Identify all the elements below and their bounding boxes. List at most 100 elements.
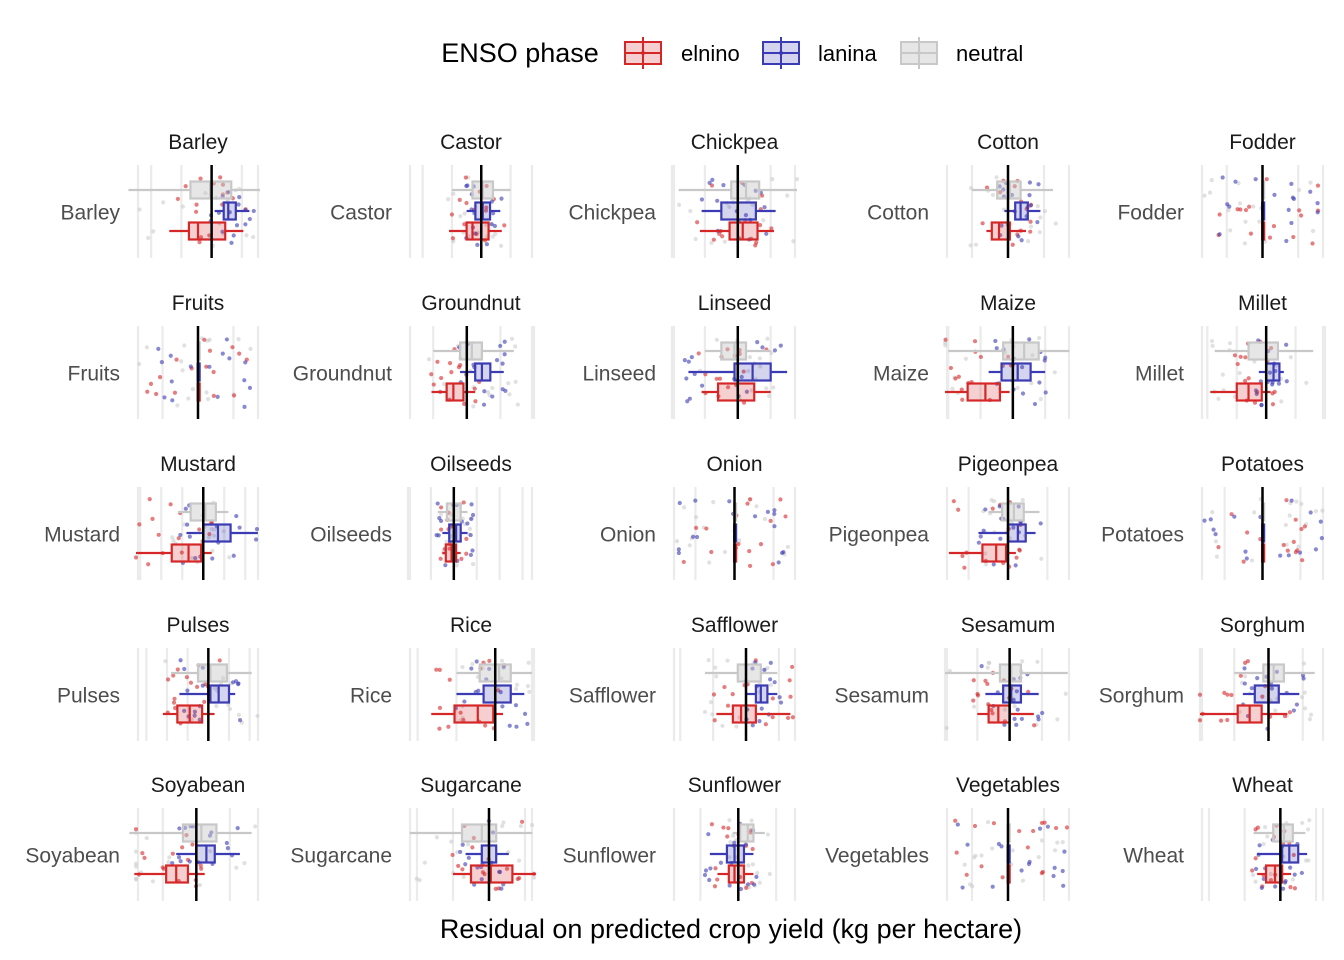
facet-groundnut: Groundnut Groundnut [293,292,536,419]
jitter-point-lanina [682,358,687,363]
jitter-point-lanina [1269,686,1274,691]
jitter-point-lanina [743,213,749,218]
jitter-point-neutral [144,835,149,841]
box-lanina [214,201,250,221]
jitter-point-elnino [1028,219,1033,224]
jitter-point-elnino [137,522,142,527]
jitter-point-lanina [1032,401,1038,407]
jitter-point-lanina [983,507,988,512]
jitter-point-elnino [1248,231,1254,236]
jitter-point-lanina [1255,676,1260,681]
jitter-point-neutral [167,855,172,860]
jitter-point-neutral [499,658,505,663]
facet-strip-label: Sesamum [961,614,1056,637]
jitter-point-elnino [204,364,209,369]
jitter-point-elnino [985,681,990,687]
jitter-point-lanina [487,666,492,672]
jitter-point-lanina [1313,547,1319,552]
jitter-point-lanina [1052,865,1057,870]
jitter-point-neutral [750,202,755,207]
jitter-point-neutral [531,875,537,880]
jitter-point-lanina [463,862,468,867]
jitter-point-lanina [1272,192,1277,198]
jitter-point-elnino [1232,353,1238,358]
jitter-point-elnino [1053,825,1059,831]
jitter-point-elnino [1031,723,1037,728]
jitter-point-elnino [783,514,788,519]
jitter-point-elnino [964,872,969,877]
jitter-point-lanina [500,387,505,392]
jitter-point-lanina [981,528,986,533]
jitter-point-neutral [461,874,466,880]
jitter-point-elnino [450,852,455,858]
box-neutral [171,663,252,683]
jitter-point-lanina [1036,182,1041,187]
jitter-point-elnino [1252,400,1258,405]
jitter-point-neutral [133,849,139,854]
jitter-point-neutral [507,392,512,397]
jitter-point-elnino [694,525,699,530]
jitter-point-lanina [489,222,494,227]
jitter-point-lanina [513,703,519,708]
jitter-point-elnino [438,505,444,510]
jitter-point-lanina [1233,179,1238,184]
facet-y-label: Pulses [57,685,120,708]
jitter-point-elnino [194,684,200,689]
jitter-point-lanina [235,826,240,831]
jitter-point-lanina [525,721,530,726]
jitter-point-neutral [426,357,432,362]
facet-wheat: Wheat Wheat [1123,774,1325,901]
jitter-point-lanina [469,666,474,671]
jitter-point-lanina [499,886,504,891]
jitter-point-neutral [209,527,214,532]
jitter-point-elnino [207,233,212,238]
jitter-point-neutral [1237,371,1242,376]
legend-label-lanina: lanina [818,41,877,66]
jitter-point-elnino [790,664,795,670]
jitter-point-neutral [1290,877,1295,882]
jitter-point-lanina [220,351,225,356]
box-elnino [977,704,1034,724]
facet-strip-label: Pulses [166,614,229,637]
jitter-point-lanina [706,832,711,837]
jitter-point-lanina [469,502,474,507]
jitter-point-elnino [1225,717,1230,723]
jitter-point-neutral [962,862,967,867]
jitter-point-neutral [242,861,247,866]
jitter-point-neutral [227,555,232,560]
jitter-point-lanina [479,877,484,882]
box-lanina [460,362,504,382]
box-elnino [716,704,791,724]
jitter-point-lanina [1035,220,1040,225]
jitter-point-lanina [707,877,712,883]
box-elnino [169,221,244,241]
jitter-point-neutral [1253,879,1258,884]
jitter-point-elnino [437,726,442,731]
jitter-point-neutral [462,211,467,216]
jitter-point-lanina [1213,532,1218,537]
facet-strip-label: Mustard [160,453,236,476]
box-iqr [222,201,237,221]
box-neutral [433,341,514,361]
facet-y-label: Onion [600,524,656,547]
jitter-point-neutral [1302,690,1307,695]
jitter-point-neutral [251,234,256,240]
jitter-point-neutral [1020,878,1026,883]
box-iqr [990,221,1011,241]
jitter-point-neutral [1038,396,1043,402]
jitter-point-lanina [1014,689,1019,694]
jitter-point-elnino [1293,517,1298,522]
box-lanina [988,362,1046,382]
jitter-point-elnino [971,678,976,683]
jitter-point-neutral [963,356,969,361]
jitter-point-neutral [526,660,531,665]
jitter-point-lanina [693,498,698,503]
jitter-point-elnino [461,717,466,723]
jitter-point-lanina [1244,556,1249,561]
jitter-point-elnino [1039,820,1045,826]
jitter-point-elnino [483,208,489,213]
jitter-point-lanina [1045,824,1050,829]
jitter-point-elnino [747,563,753,569]
jitter-point-elnino [487,658,492,663]
jitter-point-elnino [461,500,466,505]
